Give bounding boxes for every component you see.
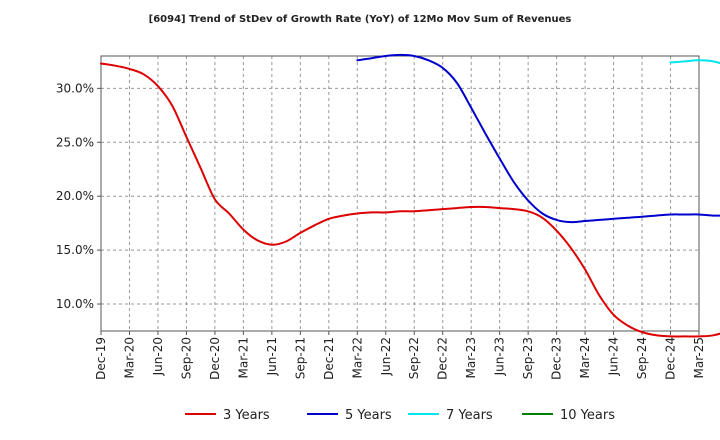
legend-label-3-years: 3 Years — [223, 408, 270, 423]
x-tick-label: Mar-23 — [464, 337, 478, 378]
y-tick-label: 15.0% — [56, 243, 94, 257]
series-line-5-years — [356, 53, 720, 224]
y-tick-label: 25.0% — [56, 135, 94, 149]
x-tick-label: Jun-21 — [265, 337, 279, 376]
legend-label-10-years: 10 Years — [560, 408, 615, 423]
y-tick-label: 10.0% — [56, 297, 94, 311]
legend: 3 Years 5 Years 7 Years 10 Years — [185, 408, 615, 423]
y-axis: 10.0% 15.0% 20.0% 25.0% 30.0% — [56, 81, 101, 311]
x-tick-label: Sep-22 — [407, 337, 421, 379]
series-line-7-years — [669, 59, 720, 65]
x-tick-label: Mar-21 — [236, 337, 250, 378]
x-tick-label: Dec-22 — [436, 337, 450, 380]
x-tick-label: Mar-20 — [122, 337, 136, 378]
legend-label-7-years: 7 Years — [446, 408, 493, 423]
x-tick-label: Sep-23 — [521, 337, 535, 379]
y-tick-label: 30.0% — [56, 81, 94, 95]
x-tick-label: Dec-23 — [550, 337, 564, 380]
x-tick-label: Jun-22 — [379, 337, 393, 376]
x-axis: Dec-19 Mar-20 Jun-20 Sep-20 Dec-20 Mar-21 Jun-… — [94, 331, 706, 380]
x-tick-label: Dec-19 — [94, 337, 108, 380]
grid-lines — [101, 56, 699, 331]
plot-area-frame — [100, 55, 700, 332]
x-tick-label: Jun-24 — [607, 337, 621, 376]
x-tick-label: Dec-24 — [664, 337, 678, 380]
series-layer — [100, 53, 720, 338]
x-tick-label: Jun-23 — [493, 337, 507, 376]
x-tick-label: Jun-20 — [151, 337, 165, 376]
x-tick-label: Dec-21 — [322, 337, 336, 380]
legend-label-5-years: 5 Years — [345, 408, 392, 423]
series-line-3-years — [100, 62, 720, 338]
x-tick-label: Dec-20 — [208, 337, 222, 380]
chart-title: [6094] Trend of StDev of Growth Rate (Yo… — [148, 14, 572, 25]
x-tick-label: Sep-21 — [293, 337, 307, 379]
y-tick-label: 20.0% — [56, 189, 94, 203]
x-tick-label: Sep-20 — [179, 337, 193, 379]
x-tick-label: Sep-24 — [635, 337, 649, 379]
x-tick-label: Mar-24 — [578, 337, 592, 378]
x-tick-label: Mar-25 — [692, 337, 706, 378]
x-tick-label: Mar-22 — [350, 337, 364, 378]
